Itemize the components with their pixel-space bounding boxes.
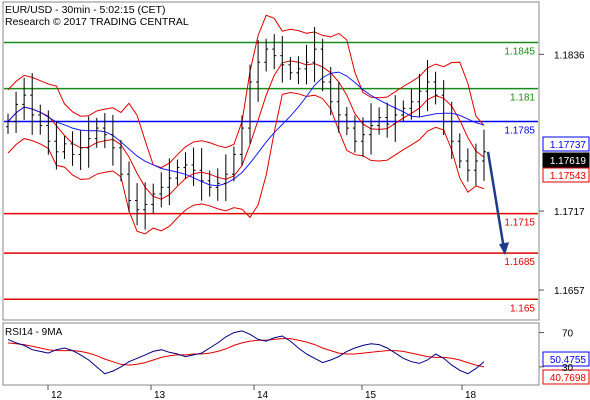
level-label-0: 1.1845 — [504, 47, 535, 58]
price-tag-0: 1.17737 — [543, 137, 589, 151]
level-label-3: 1.1715 — [504, 218, 535, 229]
price-tick-label-0: 1.1836 — [554, 50, 585, 61]
time-tick-label-2: 14 — [257, 390, 269, 400]
rsi-tag-1-label: 40.7698 — [550, 373, 587, 384]
level-label-1: 1.181 — [510, 93, 535, 104]
price-tag-1-label: 1.17619 — [550, 156, 587, 167]
time-tick-label-3: 15 — [365, 390, 377, 400]
chart-header-line2: Research © 2017 TRADING CENTRAL — [5, 16, 189, 28]
price-tag-0-label: 1.17737 — [550, 140, 587, 151]
level-label-4: 1.1685 — [504, 257, 535, 268]
rsi-tick-label-1: 30 — [562, 363, 574, 374]
level-label-5: 1.165 — [510, 303, 535, 314]
level-label-2: 1.1785 — [504, 126, 535, 137]
price-tick-label-2: 1.1657 — [554, 286, 585, 297]
time-tick-label-1: 13 — [154, 390, 166, 400]
price-tag-2: 1.17543 — [543, 168, 589, 182]
time-tick-label-0: 12 — [51, 390, 63, 400]
rsi-tick-label-0: 70 — [562, 329, 574, 340]
price-tag-1: 1.17619 — [543, 153, 589, 167]
time-tick-label-4: 18 — [465, 390, 477, 400]
price-tag-2-label: 1.17543 — [550, 171, 587, 182]
price-tick-label-1: 1.1717 — [554, 207, 585, 218]
rsi-title: RSI14 - 9MA — [5, 327, 63, 338]
chart-header-line1: EUR/USD - 30min - 5:02:15 (CET) — [5, 4, 165, 16]
